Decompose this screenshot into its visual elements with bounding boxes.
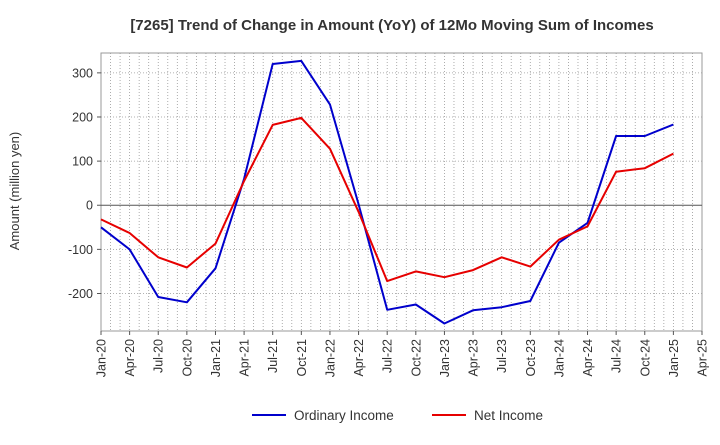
x-tick-label: Apr-25	[696, 339, 710, 377]
x-tick-label: Oct-24	[638, 339, 652, 377]
series-ordinary-income-line	[100, 59, 674, 325]
y-tick-label: -100	[68, 243, 93, 257]
grid	[100, 52, 703, 332]
x-tick-label: Apr-21	[238, 339, 252, 377]
x-tick-label: Apr-20	[123, 339, 137, 377]
x-tick-label: Jul-24	[610, 339, 624, 373]
series-lines	[100, 59, 674, 325]
legend: Ordinary Income Net Income	[252, 408, 543, 423]
x-tick-label: Jul-22	[381, 339, 395, 373]
series-net-income-line	[100, 116, 674, 283]
x-tick-label: Jul-20	[152, 339, 166, 373]
x-tick-label: Oct-20	[180, 339, 194, 377]
x-tick-label: Apr-22	[352, 339, 366, 377]
y-axis-label: Amount (million yen)	[7, 132, 22, 251]
legend-label-ordinary-income: Ordinary Income	[294, 408, 394, 423]
axes: -200 -100 0 100 200 300 Jan-20 Apr-20 Jul-20 Oct-…	[68, 66, 710, 377]
x-tick-label: Jan-24	[552, 339, 566, 377]
x-tick-label: Jan-20	[95, 339, 109, 377]
x-tick-label: Jan-25	[667, 339, 681, 377]
y-tick-label: -200	[68, 287, 93, 301]
y-tick-label: 200	[72, 110, 93, 124]
chart-title: [7265] Trend of Change in Amount (YoY) o…	[130, 17, 653, 34]
x-tick-label: Oct-21	[295, 339, 309, 377]
x-tick-label: Jul-21	[266, 339, 280, 373]
x-tick-label: Apr-23	[467, 339, 481, 377]
x-tick-label: Oct-22	[409, 339, 423, 377]
x-tick-label: Jul-23	[495, 339, 509, 373]
x-tick-label: Oct-23	[524, 339, 538, 377]
y-tick-label: 0	[86, 199, 93, 213]
plot-area	[100, 52, 703, 332]
x-tick-label: Jan-23	[438, 339, 452, 377]
y-tick-label: 100	[72, 155, 93, 169]
legend-label-net-income: Net Income	[474, 408, 543, 423]
y-tick-label: 300	[72, 66, 93, 80]
x-tick-label: Jan-22	[323, 339, 337, 377]
x-tick-label: Jan-21	[209, 339, 223, 377]
x-tick-label: Apr-24	[581, 339, 595, 377]
